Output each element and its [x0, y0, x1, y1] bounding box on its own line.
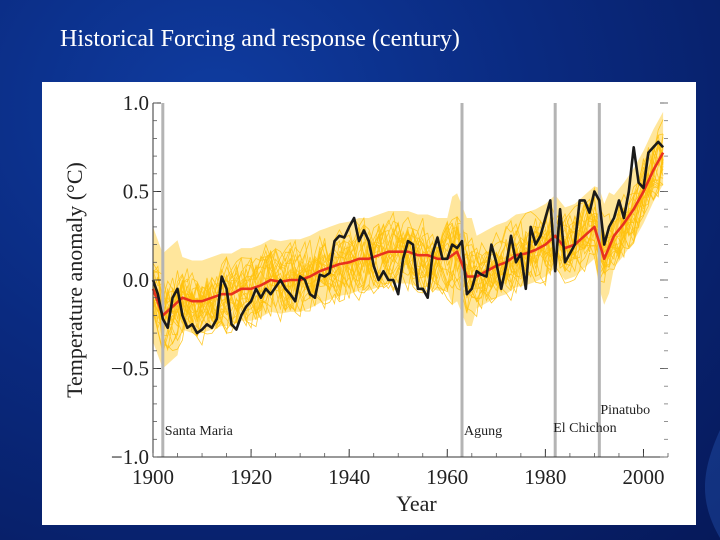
y-tick-label: −0.5 — [111, 357, 149, 381]
ensemble-member-line — [152, 142, 664, 317]
y-tick-label: 1.0 — [123, 91, 149, 115]
x-tick-label: 1980 — [524, 465, 566, 489]
eruption-label: Agung — [464, 424, 502, 439]
slide-title: Historical Forcing and response (century… — [60, 26, 460, 52]
y-tick-label: 0.5 — [123, 180, 149, 204]
eruption-label: El Chichon — [553, 421, 616, 436]
x-axis-label: Year — [396, 491, 437, 516]
x-tick-label: 2000 — [622, 465, 664, 489]
eruption-label: Santa Maria — [165, 424, 234, 439]
y-axis-label: Temperature anomaly (°C) — [62, 162, 87, 398]
y-tick-label: 0.0 — [123, 268, 149, 292]
x-tick-label: 1940 — [328, 465, 370, 489]
ensemble-mean-line — [151, 151, 665, 317]
y-tick-label: −1.0 — [111, 445, 149, 469]
eruption-label: Pinatubo — [600, 403, 650, 418]
ensemble-member-line — [152, 171, 664, 336]
x-tick-label: 1900 — [132, 465, 174, 489]
observed-line — [151, 140, 665, 335]
x-tick-label: 1960 — [426, 465, 468, 489]
x-tick-label: 1920 — [230, 465, 272, 489]
decorative-swoosh — [704, 430, 720, 538]
chart-panel: 1.0 0.5 0.0 −0.5 −1.0 1900 1920 1940 1960 1980 200… — [42, 82, 696, 525]
